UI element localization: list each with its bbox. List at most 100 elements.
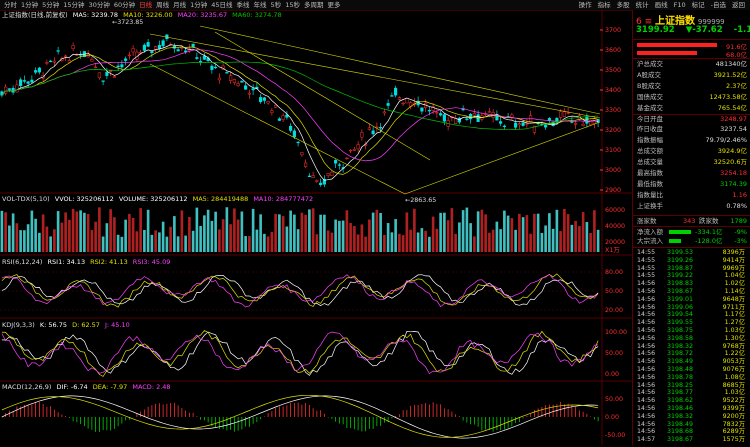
timeframe-tab[interactable]: 季线 bbox=[236, 1, 250, 9]
timeframe-tab[interactable]: 5秒 bbox=[270, 1, 282, 9]
timeframe-tab[interactable]: 1分钟 bbox=[21, 1, 39, 9]
tick-row[interactable]: 14:56 3198.32 9200万 bbox=[637, 412, 745, 420]
volume-bar bbox=[424, 230, 427, 252]
volume-bar bbox=[83, 212, 86, 252]
tick-row[interactable]: 14:56 3198.25 8685万 bbox=[637, 381, 745, 389]
candle-body bbox=[472, 113, 476, 116]
menu-item[interactable]: 标记 bbox=[691, 1, 705, 9]
volume-bar bbox=[473, 236, 476, 252]
volume-bar bbox=[386, 223, 390, 252]
volume-bar bbox=[281, 216, 285, 252]
tick-row[interactable]: 14:56 3198.67 1.14亿 bbox=[637, 288, 745, 295]
tick-row[interactable]: 14:56 3198.75 1.03亿 bbox=[637, 327, 745, 334]
volume-bar bbox=[146, 209, 150, 252]
timeframe-tab[interactable]: 15秒 bbox=[285, 1, 300, 9]
candle-body bbox=[371, 130, 375, 135]
candle-body bbox=[105, 72, 109, 76]
kline-chart-area[interactable]: 3700 3600 3500 3400 3300 3200 3100 3000 2900 ←372… bbox=[0, 10, 632, 447]
volume-bar bbox=[428, 236, 431, 252]
timeframe-tab[interactable]: 45日线 bbox=[211, 1, 233, 9]
tick-row[interactable]: 14:56 3199.54 1.17亿 bbox=[637, 311, 745, 319]
volume-bar bbox=[116, 234, 120, 252]
timeframe-tab[interactable]: 周线 bbox=[156, 1, 170, 9]
candle-body bbox=[555, 117, 559, 123]
timeframe-tab[interactable]: 更多 bbox=[327, 1, 341, 9]
candle-body bbox=[26, 81, 30, 84]
stat-row: 最高指数 3254.18 bbox=[637, 169, 747, 177]
tick-row[interactable]: 14:56 3198.48 9076万 bbox=[637, 366, 745, 373]
tick-row[interactable]: 14:56 3198.49 9053万 bbox=[637, 358, 745, 366]
candle-body bbox=[30, 79, 34, 83]
volume-bar bbox=[589, 232, 592, 252]
tick-row[interactable]: 14:56 3199.01 9648万 bbox=[637, 295, 745, 303]
tick-row[interactable]: 14:56 3198.77 1.03亿 bbox=[637, 389, 745, 397]
tick-row[interactable]: 14:55 3199.22 1.04亿 bbox=[637, 272, 745, 280]
timeframe-tab[interactable]: 年线 bbox=[253, 1, 267, 9]
tick-row[interactable]: 14:56 3198.58 1.30亿 bbox=[637, 334, 745, 342]
tick-row[interactable]: 14:56 3198.68 6289万 bbox=[637, 428, 745, 436]
quote-code: 999999 bbox=[697, 18, 725, 26]
candle-body bbox=[285, 114, 289, 118]
menu-item[interactable]: 多股 bbox=[616, 1, 630, 9]
trend-line bbox=[149, 63, 406, 195]
tick-row[interactable]: 14:55 3199.53 8396万 bbox=[637, 249, 745, 256]
volume-bar bbox=[135, 231, 139, 252]
macd-legend: MACD(12,26,9) DIF: -6.74 DEA: -7.97 MACD… bbox=[2, 383, 177, 392]
menu-item[interactable]: 统计 bbox=[635, 1, 649, 9]
timeframe-tab[interactable]: 5分钟 bbox=[42, 1, 60, 9]
timeframe-tab[interactable]: 15分钟 bbox=[63, 1, 85, 9]
timeframe-tab[interactable]: 月线 bbox=[173, 1, 187, 9]
volume-bar bbox=[375, 209, 379, 252]
oscillator-line bbox=[1, 274, 599, 307]
tick-row[interactable]: 14:57 3198.67 1575万 bbox=[637, 436, 745, 444]
candle-body bbox=[49, 60, 53, 63]
tick-row[interactable]: 14:56 3199.55 1.27亿 bbox=[637, 319, 745, 327]
flow-row: 净流入额 -334.1亿 -9% bbox=[637, 228, 747, 236]
volume-bar bbox=[398, 233, 401, 252]
candle-body bbox=[394, 87, 398, 96]
volume-bar bbox=[289, 210, 292, 252]
tick-row[interactable]: 14:55 3198.87 9969万 bbox=[637, 264, 745, 272]
menu-item[interactable]: F10 bbox=[673, 1, 686, 9]
timeframe-tab[interactable]: 1分钟 bbox=[190, 1, 208, 9]
timeframe-tab[interactable]: 日线 bbox=[139, 1, 153, 9]
tick-row[interactable]: 14:55 3199.26 9414万 bbox=[637, 256, 745, 264]
candle-body bbox=[307, 175, 311, 178]
legend-item: MA10: 3226.00 bbox=[121, 11, 173, 19]
volume-bar bbox=[158, 232, 161, 252]
macd-tick: 50.00 bbox=[605, 396, 623, 403]
menu-item[interactable]: 指标 bbox=[597, 1, 611, 9]
price-tick: 3300 bbox=[605, 107, 621, 114]
volume-bar bbox=[15, 223, 19, 252]
timeframe-tab[interactable]: 分时 bbox=[4, 1, 17, 9]
volume-bar bbox=[491, 229, 495, 252]
volume-bar bbox=[326, 230, 330, 252]
candle-body bbox=[131, 48, 135, 53]
volume-bar bbox=[0, 210, 4, 252]
timeframe-tab[interactable]: 多周期 bbox=[303, 1, 324, 9]
chart-svg[interactable]: 3700 3600 3500 3400 3300 3200 3100 3000 2900 ←372… bbox=[0, 10, 632, 447]
quote-name[interactable]: 上证指数 bbox=[655, 16, 696, 27]
volume-bar bbox=[248, 236, 251, 252]
candle-body bbox=[244, 85, 248, 90]
volume-bar bbox=[450, 208, 454, 252]
candle-body bbox=[202, 55, 206, 60]
tick-row[interactable]: 14:56 3198.72 1.22亿 bbox=[637, 350, 745, 358]
tick-row[interactable]: 14:56 3198.83 1.02亿 bbox=[637, 280, 745, 288]
volume-bar bbox=[476, 211, 480, 252]
menu-item[interactable]: 返回 bbox=[732, 1, 745, 9]
menu-item[interactable]: 操作 bbox=[578, 1, 592, 9]
tick-row[interactable]: 14:56 3198.78 1.08亿 bbox=[637, 373, 745, 381]
tick-row[interactable]: 14:56 3199.06 9711万 bbox=[637, 303, 745, 311]
candle-body bbox=[521, 122, 525, 126]
menu-item[interactable]: 画线 bbox=[654, 1, 668, 9]
tick-row[interactable]: 14:56 3198.62 9522万 bbox=[637, 397, 745, 405]
menu-item[interactable]: -自选 bbox=[710, 1, 726, 9]
candle-body bbox=[517, 123, 521, 126]
timeframe-tab[interactable]: 60分钟 bbox=[113, 1, 136, 9]
tick-row[interactable]: 14:56 3198.49 7832万 bbox=[637, 420, 745, 428]
timeframe-tab[interactable]: 30分钟 bbox=[88, 1, 110, 9]
tick-row[interactable]: 14:56 3198.46 9399万 bbox=[637, 405, 745, 412]
main-legend: 上证指数(日线,前复权) MA5: 3239.78 MA10: 3226.00 … bbox=[2, 11, 288, 20]
tick-row[interactable]: 14:56 3198.32 9768万 bbox=[637, 342, 745, 350]
